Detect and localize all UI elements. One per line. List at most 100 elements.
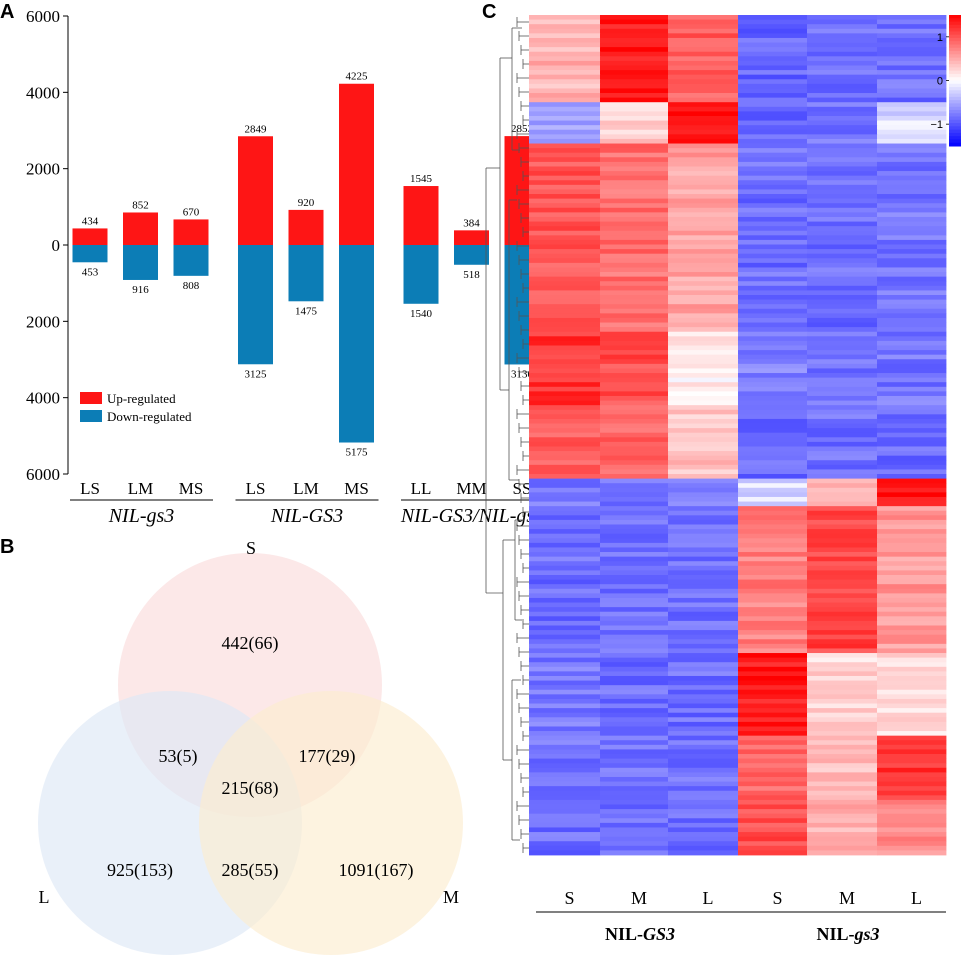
heatmap-cell — [807, 93, 878, 99]
heatmap-cell — [877, 74, 947, 80]
heatmap-cell — [668, 42, 739, 48]
heatmap-cell — [807, 400, 878, 406]
heatmap-cell — [877, 533, 947, 539]
heatmap-cell — [668, 299, 739, 305]
heatmap-cell — [600, 818, 669, 824]
heatmap-cell — [877, 519, 947, 525]
heatmap-cell — [877, 460, 947, 466]
heatmap-cell — [529, 607, 601, 613]
heatmap-cell — [600, 767, 669, 773]
heatmap-cell — [668, 171, 739, 177]
heatmap-cell — [738, 267, 808, 273]
heatmap-cell — [877, 313, 947, 319]
heatmap-cell — [668, 809, 739, 815]
heatmap-cell — [668, 813, 739, 819]
x-tick-label: LM — [128, 479, 154, 498]
heatmap-cell — [877, 267, 947, 273]
colorbar-segment — [949, 80, 961, 85]
heatmap-cell — [600, 386, 669, 392]
heatmap-cell — [529, 56, 601, 62]
heatmap-cell — [807, 547, 878, 553]
heatmap-cell — [738, 262, 808, 268]
heatmap-cell — [529, 175, 601, 181]
heatmap-column-label: M — [631, 888, 647, 908]
heatmap-cell — [738, 593, 808, 599]
heatmap-cell — [668, 524, 739, 530]
heatmap-cell — [668, 428, 739, 434]
heatmap-cell — [877, 474, 947, 480]
heatmap-cell — [600, 483, 669, 489]
heatmap-cell — [600, 184, 669, 190]
heatmap-cell — [738, 83, 808, 89]
heatmap-cell — [738, 308, 808, 314]
heatmap-cell — [807, 708, 878, 714]
heatmap-cell — [668, 721, 739, 727]
heatmap-cell — [738, 763, 808, 769]
y-tick-label: 4000 — [26, 389, 60, 408]
heatmap-cell — [529, 529, 601, 535]
heatmap-cell — [738, 588, 808, 594]
heatmap-cell — [738, 368, 808, 374]
heatmap-cell — [738, 189, 808, 195]
heatmap-cell — [807, 418, 878, 424]
heatmap-cell — [807, 510, 878, 516]
heatmap-column-label: M — [839, 888, 855, 908]
heatmap-cell — [807, 694, 878, 700]
row-dendrogram — [485, 17, 529, 853]
heatmap-cell — [668, 547, 739, 553]
heatmap-cell — [738, 630, 808, 636]
heatmap-cell — [877, 799, 947, 805]
heatmap-cell — [529, 460, 601, 466]
heatmap-cell — [600, 42, 669, 48]
heatmap-cell — [668, 198, 739, 204]
heatmap-cell — [529, 675, 601, 681]
heatmap-cell — [807, 588, 878, 594]
heatmap-cell — [877, 161, 947, 167]
heatmap-cell — [877, 203, 947, 209]
bar-down-regulated — [454, 245, 489, 265]
heatmap-cell — [668, 446, 739, 452]
heatmap-cell — [738, 703, 808, 709]
heatmap-cell — [668, 354, 739, 360]
heatmap-cell — [807, 295, 878, 300]
heatmap-cell — [738, 767, 808, 773]
heatmap-cell — [738, 464, 808, 470]
heatmap-cell — [807, 721, 878, 727]
heatmap-cell — [738, 483, 808, 489]
heatmap-cell — [600, 230, 669, 236]
heatmap-cell — [877, 88, 947, 94]
heatmap-cell — [877, 184, 947, 190]
heatmap-cell — [738, 441, 808, 447]
heatmap-cell — [668, 308, 739, 314]
heatmap-cell — [668, 359, 739, 365]
heatmap-cell — [529, 171, 601, 177]
heatmap-cell — [738, 281, 808, 287]
heatmap-cell — [600, 111, 669, 117]
heatmap-cell — [807, 593, 878, 599]
heatmap-cell — [600, 611, 669, 617]
colorbar-segment — [949, 28, 961, 32]
heatmap-cell — [600, 70, 669, 76]
heatmap-cell — [807, 184, 878, 190]
heatmap-cell — [600, 239, 669, 245]
heatmap-cell — [738, 460, 808, 466]
heatmap-cell — [668, 584, 739, 590]
heatmap-cell — [600, 643, 669, 649]
heatmap-cell — [738, 469, 808, 475]
heatmap-cell — [738, 666, 808, 672]
heatmap-cell — [668, 368, 739, 374]
group-label: NIL-GS3 — [270, 505, 343, 527]
heatmap-cell — [529, 575, 601, 580]
heatmap-cell — [600, 634, 669, 640]
heatmap-cell — [529, 731, 601, 737]
heatmap-cell — [877, 189, 947, 195]
heatmap-cell — [807, 822, 878, 828]
heatmap-cell — [600, 157, 669, 163]
heatmap-cell — [668, 166, 739, 172]
heatmap-cell — [668, 258, 739, 264]
heatmap-cell — [529, 423, 601, 429]
heatmap-cell — [877, 262, 947, 268]
heatmap-cell — [600, 478, 669, 484]
heatmap-cell — [668, 712, 739, 718]
heatmap-cell — [668, 832, 739, 838]
